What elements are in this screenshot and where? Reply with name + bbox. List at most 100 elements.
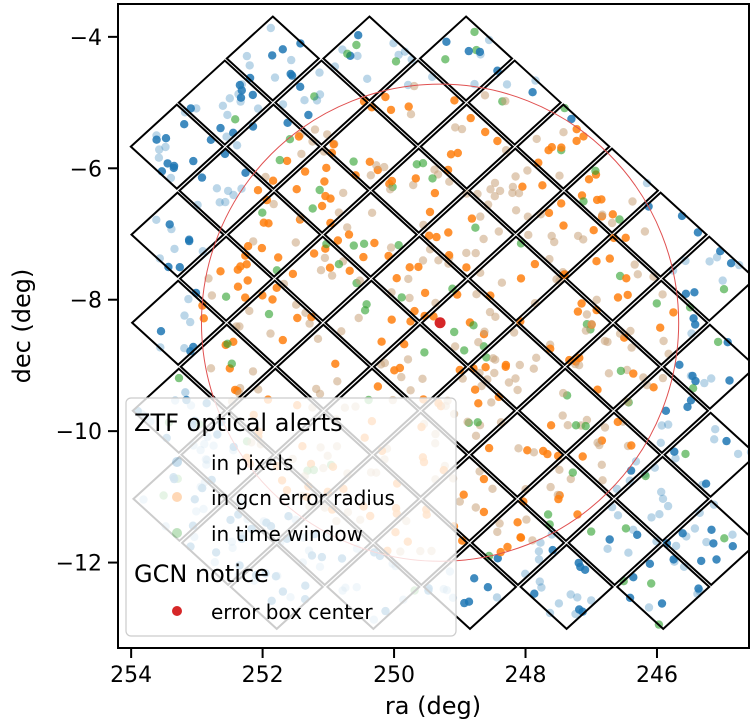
alert-in-gcn-error-radius xyxy=(597,460,606,469)
healpix-pixel xyxy=(418,15,514,102)
alert-in-gcn-error-radius xyxy=(470,385,480,394)
alert-in-pixels xyxy=(722,436,731,446)
legend-label-in-time-window: in time window xyxy=(211,522,363,546)
alert-in-gcn-error-radius xyxy=(613,293,623,302)
alert-in-time-window xyxy=(647,579,656,588)
alert-in-gcn-error-radius xyxy=(597,195,606,204)
alert-in-time-window xyxy=(571,421,581,430)
alert-in-gcn-error-radius xyxy=(532,134,541,144)
alert-in-pixels xyxy=(700,378,709,388)
alert-in-gcn-error-radius xyxy=(589,226,598,235)
alert-in-pixels xyxy=(690,288,699,297)
alert-in-pixels xyxy=(502,80,512,89)
alert-in-time-window xyxy=(231,115,240,124)
alert-in-gcn-error-radius xyxy=(458,536,467,545)
healpix-pixel xyxy=(469,323,565,411)
alert-in-gcn-error-radius xyxy=(292,185,301,194)
healpix-pixel xyxy=(566,411,662,499)
alert-in-gcn-error-radius xyxy=(310,125,320,134)
legend-label-error-box-center: error box center xyxy=(211,600,373,624)
healpix-pixel xyxy=(468,235,564,323)
alert-in-gcn-error-radius xyxy=(476,212,485,221)
alert-in-gcn-error-radius xyxy=(359,252,368,262)
alert-in-gcn-error-radius xyxy=(633,270,642,279)
alert-in-gcn-error-radius xyxy=(598,210,607,219)
alert-in-pixels xyxy=(657,487,666,497)
alert-in-gcn-error-radius xyxy=(529,364,538,373)
alert-in-gcn-error-radius xyxy=(584,175,594,184)
alert-in-gcn-error-radius xyxy=(337,327,346,336)
alert-in-gcn-error-radius xyxy=(575,353,584,363)
alert-in-time-window xyxy=(428,174,437,183)
alert-in-gcn-error-radius xyxy=(582,310,592,319)
alert-in-gcn-error-radius xyxy=(604,369,614,378)
alert-in-pixels xyxy=(712,253,722,262)
alert-in-gcn-error-radius xyxy=(544,208,554,218)
alert-in-gcn-error-radius xyxy=(466,113,475,123)
healpix-pixel xyxy=(421,367,517,455)
alert-in-time-window xyxy=(545,520,554,529)
alert-in-pixels xyxy=(733,449,743,459)
alert-in-time-window xyxy=(448,284,457,293)
alert-in-gcn-error-radius xyxy=(501,96,510,106)
alert-in-gcn-error-radius xyxy=(608,210,617,219)
alert-in-time-window xyxy=(394,241,403,250)
alert-in-gcn-error-radius xyxy=(355,276,364,285)
alert-in-pixels xyxy=(221,197,230,207)
healpix-pixel xyxy=(177,147,273,234)
y-tick-label: −8 xyxy=(70,289,102,314)
alert-in-time-window xyxy=(359,239,369,248)
alert-in-gcn-error-radius xyxy=(488,484,497,493)
alert-in-gcn-error-radius xyxy=(377,337,386,346)
alert-in-gcn-error-radius xyxy=(459,490,468,499)
healpix-pixel xyxy=(372,323,468,411)
alert-in-time-window xyxy=(349,157,358,166)
y-tick-label: −12 xyxy=(56,552,102,577)
alert-in-gcn-error-radius xyxy=(523,166,532,175)
alert-in-gcn-error-radius xyxy=(257,243,267,253)
alert-in-gcn-error-radius xyxy=(471,503,480,512)
alert-in-pixels xyxy=(353,51,362,61)
alert-in-time-window xyxy=(397,293,406,302)
alert-in-gcn-error-radius xyxy=(199,314,208,323)
alert-in-pixels xyxy=(354,31,363,40)
alert-in-pixels xyxy=(647,513,656,522)
healpix-pixel xyxy=(275,235,371,323)
alert-in-gcn-error-radius xyxy=(331,359,340,368)
alert-in-pixels xyxy=(624,548,633,557)
alert-in-time-window xyxy=(420,348,429,357)
alert-in-pixels xyxy=(312,96,322,105)
alert-in-pixels xyxy=(198,247,207,256)
alert-in-gcn-error-radius xyxy=(274,253,283,262)
legend-box xyxy=(125,397,457,637)
alert-in-gcn-error-radius xyxy=(543,449,552,459)
healpix-pixel xyxy=(274,147,370,234)
alert-in-gcn-error-radius xyxy=(558,411,567,420)
alert-in-pixels xyxy=(296,82,305,92)
alert-in-pixels xyxy=(690,524,700,533)
x-tick-label: 246 xyxy=(636,663,678,688)
alert-in-gcn-error-radius xyxy=(613,417,622,427)
alert-in-pixels xyxy=(304,110,313,120)
alert-in-time-window xyxy=(720,534,729,543)
alert-in-pixels xyxy=(678,529,687,538)
alert-in-pixels xyxy=(701,479,711,488)
healpix-pixel xyxy=(567,499,663,587)
alert-in-pixels xyxy=(575,605,584,614)
alert-in-time-window xyxy=(681,449,690,459)
alert-in-pixels xyxy=(193,200,202,210)
alert-in-pixels xyxy=(613,511,623,520)
alert-in-gcn-error-radius xyxy=(518,182,527,191)
alert-in-gcn-error-radius xyxy=(491,312,500,321)
alert-in-gcn-error-radius xyxy=(365,157,374,166)
alert-in-pixels xyxy=(475,47,485,57)
legend-marker-in-pixels xyxy=(172,457,182,467)
alert-in-gcn-error-radius xyxy=(471,248,480,258)
alert-in-pixels xyxy=(156,327,166,336)
alert-in-pixels xyxy=(675,360,684,369)
x-tick-label: 252 xyxy=(242,663,284,688)
healpix-pixel xyxy=(613,279,709,367)
healpix-pixel xyxy=(467,147,563,234)
alert-in-pixels xyxy=(242,51,252,61)
